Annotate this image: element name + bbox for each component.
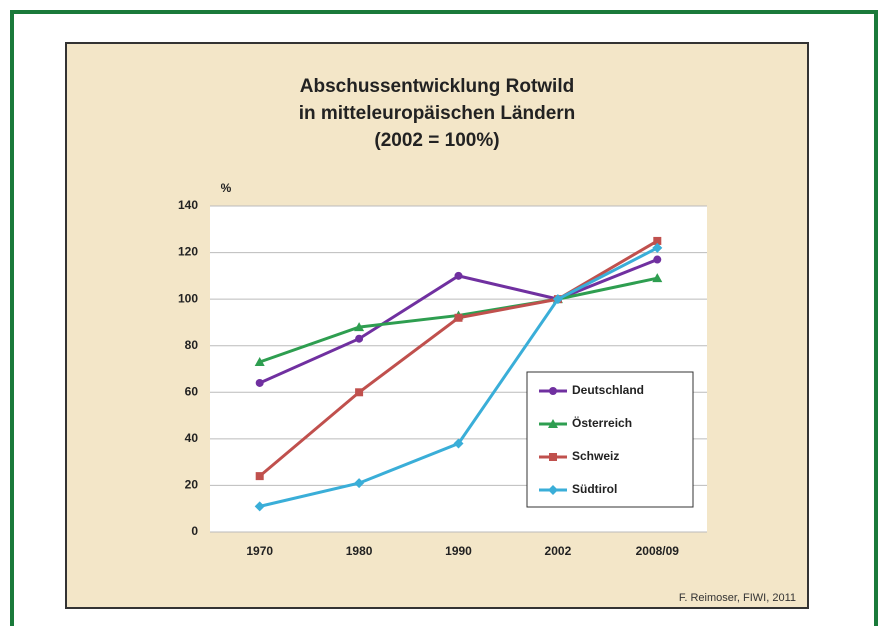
y-tick-label: 20 — [185, 478, 199, 492]
legend-marker — [549, 387, 557, 395]
data-point — [453, 438, 464, 449]
data-point — [255, 472, 264, 481]
data-point — [354, 478, 365, 489]
y-tick-label: 120 — [178, 245, 198, 259]
legend-marker — [549, 453, 557, 461]
chart-title: Abschussentwicklung Rotwild — [300, 76, 574, 97]
y-tick-label: 0 — [191, 524, 198, 538]
data-point — [653, 255, 662, 264]
y-tick-label: 40 — [185, 431, 199, 445]
data-point — [552, 294, 563, 305]
data-point — [454, 271, 463, 280]
legend-marker — [548, 419, 558, 428]
x-tick-label: 1990 — [445, 544, 472, 558]
data-point — [254, 501, 265, 512]
chart-title: in mitteleuropäischen Ländern — [299, 103, 576, 124]
chart-title: (2002 = 100%) — [374, 130, 499, 151]
y-tick-label: 60 — [185, 384, 199, 398]
y-tick-label: 100 — [178, 291, 198, 305]
source: F. Reimoser, FIWI, 2011 — [679, 592, 796, 604]
legend-label: Deutschland — [572, 383, 644, 397]
data-point — [354, 322, 365, 332]
legend-label: Schweiz — [572, 449, 619, 463]
y-tick-label: 140 — [178, 198, 198, 212]
x-tick-label: 2008/09 — [636, 544, 680, 558]
data-point — [652, 242, 663, 253]
data-point — [254, 357, 265, 367]
legend-marker — [548, 485, 558, 495]
legend-label: Südtirol — [572, 482, 617, 496]
data-point — [255, 378, 264, 387]
x-tick-label: 1980 — [346, 544, 373, 558]
data-point — [652, 273, 663, 283]
y-axis-label: % — [221, 181, 232, 195]
data-point — [653, 236, 662, 245]
data-point — [454, 313, 463, 322]
legend-label: Österreich — [572, 415, 632, 430]
y-tick-label: 80 — [185, 338, 199, 352]
x-tick-label: 2002 — [545, 544, 572, 558]
data-point — [355, 388, 364, 397]
data-point — [355, 334, 364, 343]
x-tick-label: 1970 — [246, 544, 273, 558]
